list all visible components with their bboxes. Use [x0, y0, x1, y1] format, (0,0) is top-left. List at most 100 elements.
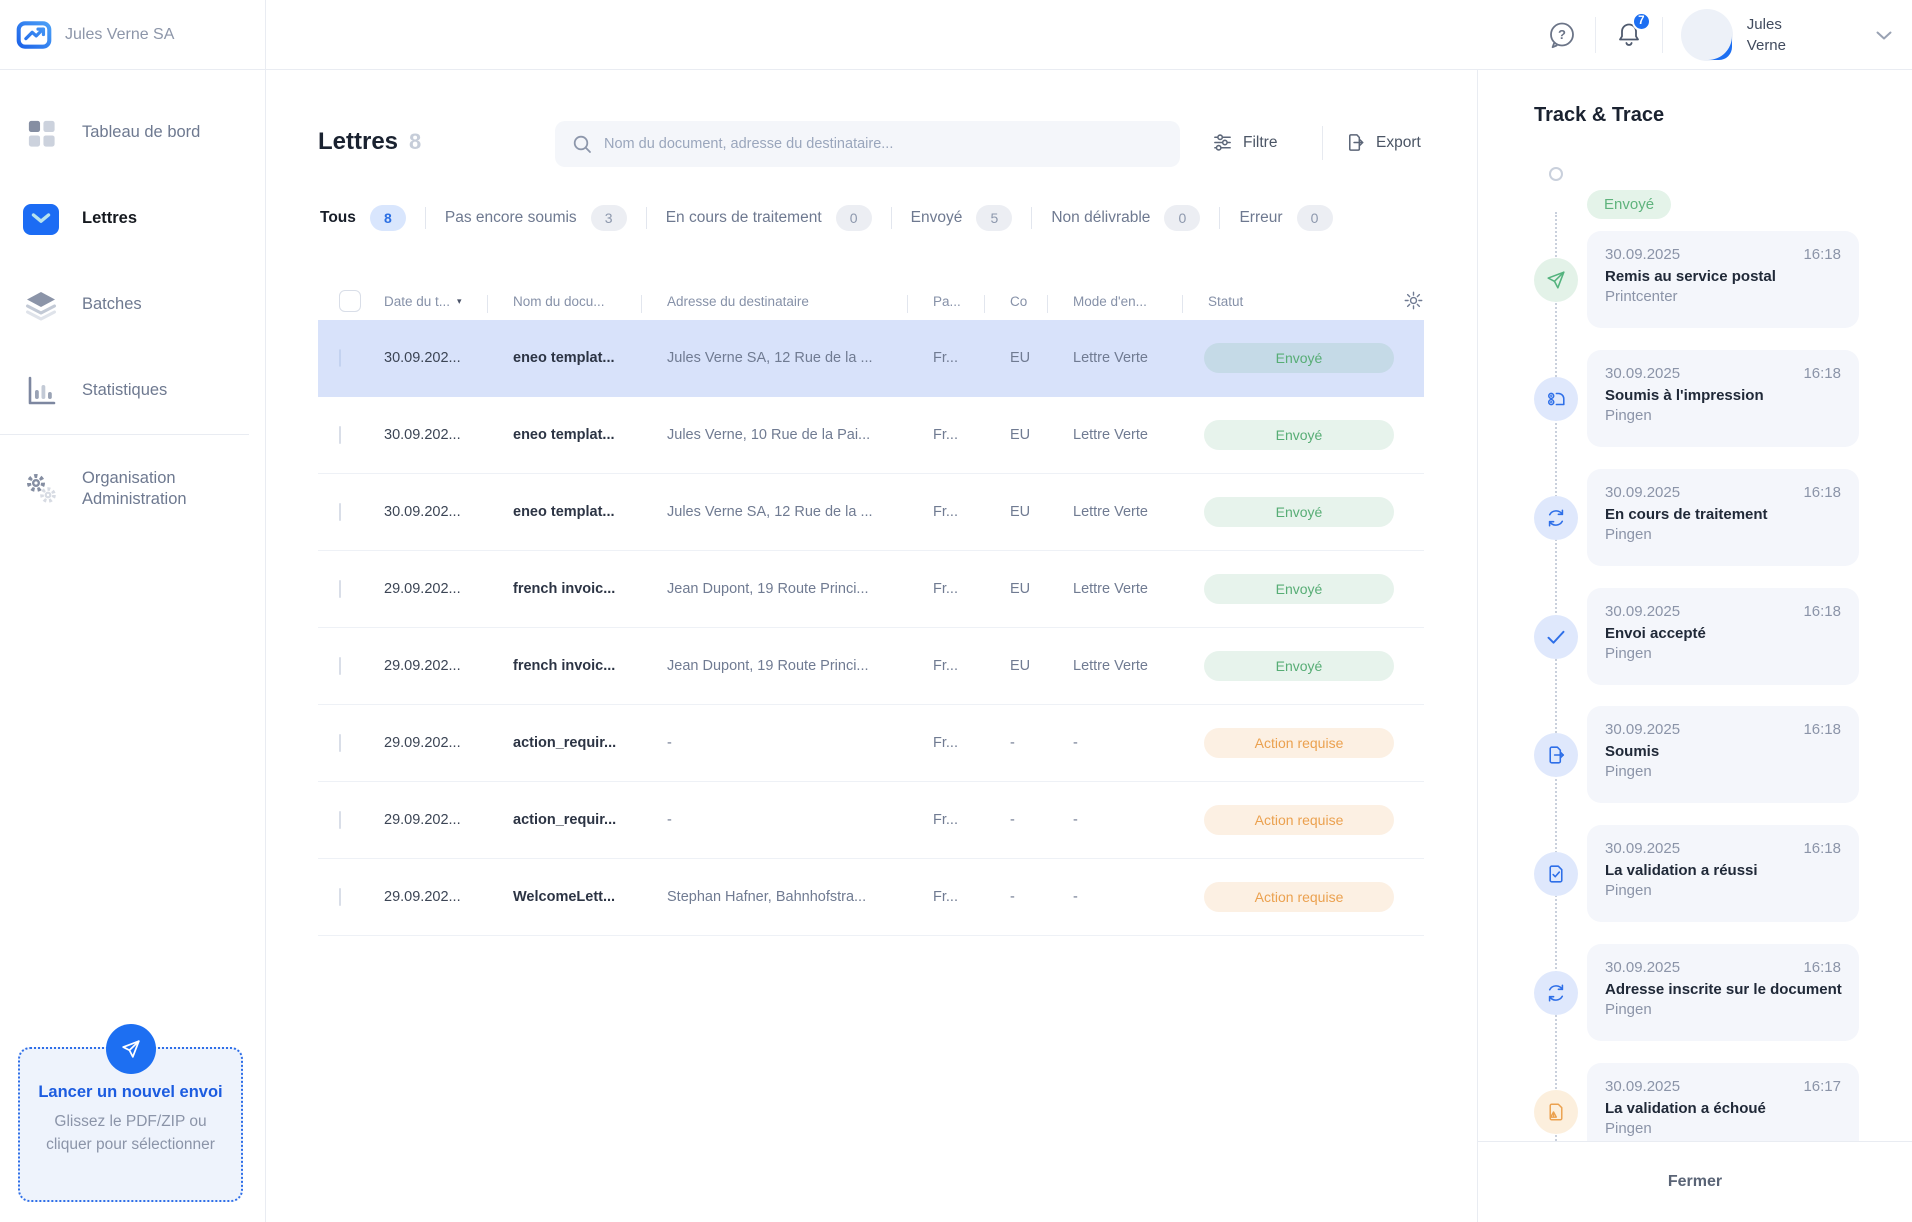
- page-title-text: Lettres: [318, 128, 398, 155]
- track-event-title: Remis au service postal: [1605, 268, 1841, 285]
- cell-address: Jules Verne SA, 12 Rue de la ...: [663, 504, 929, 520]
- row-checkbox[interactable]: [339, 657, 341, 675]
- select-all-checkbox[interactable]: [339, 290, 361, 312]
- tab-label: Envoyé: [911, 209, 963, 227]
- page-title: Lettres 8: [318, 128, 421, 156]
- table-row[interactable]: 29.09.202...WelcomeLett...Stephan Hafner…: [318, 859, 1424, 936]
- send-plane-icon: [106, 1024, 156, 1074]
- row-checkbox-cell: [318, 350, 380, 366]
- track-event-card: 30.09.202516:18Adresse inscrite sur le d…: [1587, 944, 1859, 1041]
- status-cell: Envoyé: [1204, 420, 1424, 450]
- column-label: Co: [1010, 294, 1027, 309]
- dashboard-grid-icon: [22, 117, 60, 150]
- table-row[interactable]: 29.09.202...action_requir...-Fr...--Acti…: [318, 782, 1424, 859]
- row-checkbox[interactable]: [339, 734, 341, 752]
- app-logo-icon: [16, 17, 52, 53]
- close-button[interactable]: Fermer: [1668, 1173, 1722, 1191]
- help-icon[interactable]: ?: [1547, 20, 1577, 50]
- column-header-couleur[interactable]: Co: [1006, 294, 1069, 309]
- tab-2[interactable]: En cours de traitement0: [666, 205, 872, 231]
- bar-chart-icon: [22, 375, 60, 407]
- cell-paper: Fr...: [929, 427, 1006, 443]
- printer-icon: [1534, 377, 1578, 421]
- document-export-icon: [1534, 733, 1578, 777]
- user-last-name: Verne: [1747, 35, 1786, 56]
- row-checkbox[interactable]: [339, 888, 341, 906]
- document-warning-icon: [1534, 1090, 1578, 1134]
- timeline: Track & Trace Envoyé 30.09.202516:18Remi…: [1478, 70, 1912, 1141]
- cell-date: 29.09.202...: [380, 812, 509, 828]
- user-first-name: Jules: [1747, 14, 1786, 35]
- track-event-head: 30.09.202516:18: [1605, 721, 1841, 738]
- track-event-card: 30.09.202516:18La validation a réussiPin…: [1587, 825, 1859, 922]
- status-badge: Action requise: [1204, 805, 1394, 835]
- tab-label: Tous: [320, 209, 356, 227]
- column-header-nom[interactable]: Nom du docu...: [509, 294, 663, 309]
- track-event-card: 30.09.202516:18En cours de traitementPin…: [1587, 469, 1859, 566]
- cell-date: 29.09.202...: [380, 581, 509, 597]
- sidebar-item-lettres[interactable]: Lettres: [0, 176, 265, 262]
- notifications-bell-icon[interactable]: 7: [1614, 20, 1644, 50]
- sidebar-item-organisation-administration[interactable]: Organisation Administration: [0, 435, 265, 543]
- track-and-trace-panel: Track & Trace Envoyé 30.09.202516:18Remi…: [1477, 70, 1912, 1222]
- track-event-time: 16:18: [1803, 484, 1841, 501]
- tab-0[interactable]: Tous8: [320, 205, 406, 231]
- tab-4[interactable]: Non délivrable0: [1051, 205, 1200, 231]
- cell-country: EU: [1006, 658, 1069, 674]
- divider: [1322, 126, 1323, 160]
- sidebar-item-label: Statistiques: [82, 380, 167, 401]
- track-event-date: 30.09.2025: [1605, 721, 1680, 738]
- user-menu-chevron-down-icon[interactable]: [1872, 23, 1896, 47]
- filter-button[interactable]: Filtre: [1212, 132, 1277, 153]
- row-checkbox[interactable]: [339, 811, 341, 829]
- column-header-adresse[interactable]: Adresse du destinataire: [663, 294, 929, 309]
- sidebar-item-tableau-de-bord[interactable]: Tableau de bord: [0, 90, 265, 176]
- sidebar-item-batches[interactable]: Batches: [0, 262, 265, 348]
- tab-count-badge: 3: [591, 205, 627, 231]
- cell-mode: Lettre Verte: [1069, 504, 1204, 520]
- column-header-papier[interactable]: Pa...: [929, 294, 1006, 309]
- row-checkbox[interactable]: [339, 426, 341, 444]
- export-button[interactable]: Export: [1345, 132, 1421, 153]
- table-row[interactable]: 29.09.202...action_requir...-Fr...--Acti…: [318, 705, 1424, 782]
- tab-count-badge: 5: [976, 205, 1012, 231]
- sidebar-item-label: Tableau de bord: [82, 122, 200, 143]
- track-event-card: 30.09.202516:18Remis au service postalPr…: [1587, 231, 1859, 328]
- track-event-source: Pingen: [1605, 763, 1841, 780]
- row-checkbox-cell: [318, 427, 380, 443]
- cell-mode: -: [1069, 812, 1204, 828]
- main-content: Lettres 8 Filtre: [266, 70, 1477, 1222]
- tab-1[interactable]: Pas encore soumis3: [445, 205, 627, 231]
- filter-sliders-icon: [1212, 132, 1233, 153]
- new-send-dropzone[interactable]: Lancer un nouvel envoi Glissez le PDF/ZI…: [18, 1047, 243, 1202]
- track-event-source: Printcenter: [1605, 288, 1841, 305]
- track-event-date: 30.09.2025: [1605, 1078, 1680, 1095]
- cell-name: WelcomeLett...: [509, 889, 663, 905]
- sidebar-item-statistiques[interactable]: Statistiques: [0, 348, 265, 434]
- table-row[interactable]: 30.09.202...eneo templat...Jules Verne S…: [318, 320, 1424, 397]
- column-header-mode[interactable]: Mode d'en...: [1069, 294, 1204, 309]
- tab-5[interactable]: Erreur0: [1239, 205, 1332, 231]
- row-checkbox[interactable]: [339, 349, 341, 367]
- table-row[interactable]: 29.09.202...french invoic...Jean Dupont,…: [318, 628, 1424, 705]
- row-checkbox[interactable]: [339, 580, 341, 598]
- column-header-date[interactable]: Date du t... ▾: [380, 294, 509, 309]
- search-input[interactable]: [604, 136, 1164, 152]
- tab-3[interactable]: Envoyé 5: [911, 205, 1013, 231]
- row-checkbox[interactable]: [339, 503, 341, 521]
- check-icon: [1534, 615, 1578, 659]
- user-name: Jules Verne: [1747, 14, 1786, 56]
- status-cell: Action requise: [1204, 882, 1424, 912]
- table-row[interactable]: 30.09.202...eneo templat...Jules Verne S…: [318, 474, 1424, 551]
- page-count: 8: [409, 129, 421, 154]
- status-cell: Envoyé: [1204, 651, 1424, 681]
- table-row[interactable]: 29.09.202...french invoic...Jean Dupont,…: [318, 551, 1424, 628]
- track-event-source: Pingen: [1605, 1120, 1841, 1137]
- track-event-title: Envoi accepté: [1605, 625, 1841, 642]
- table-settings-gear-icon[interactable]: [1403, 290, 1424, 311]
- track-event-title: Soumis à l'impression: [1605, 387, 1841, 404]
- column-header-statut[interactable]: Statut: [1204, 294, 1424, 309]
- table-row[interactable]: 30.09.202...eneo templat...Jules Verne, …: [318, 397, 1424, 474]
- avatar[interactable]: [1681, 9, 1733, 61]
- column-label: Pa...: [933, 294, 961, 309]
